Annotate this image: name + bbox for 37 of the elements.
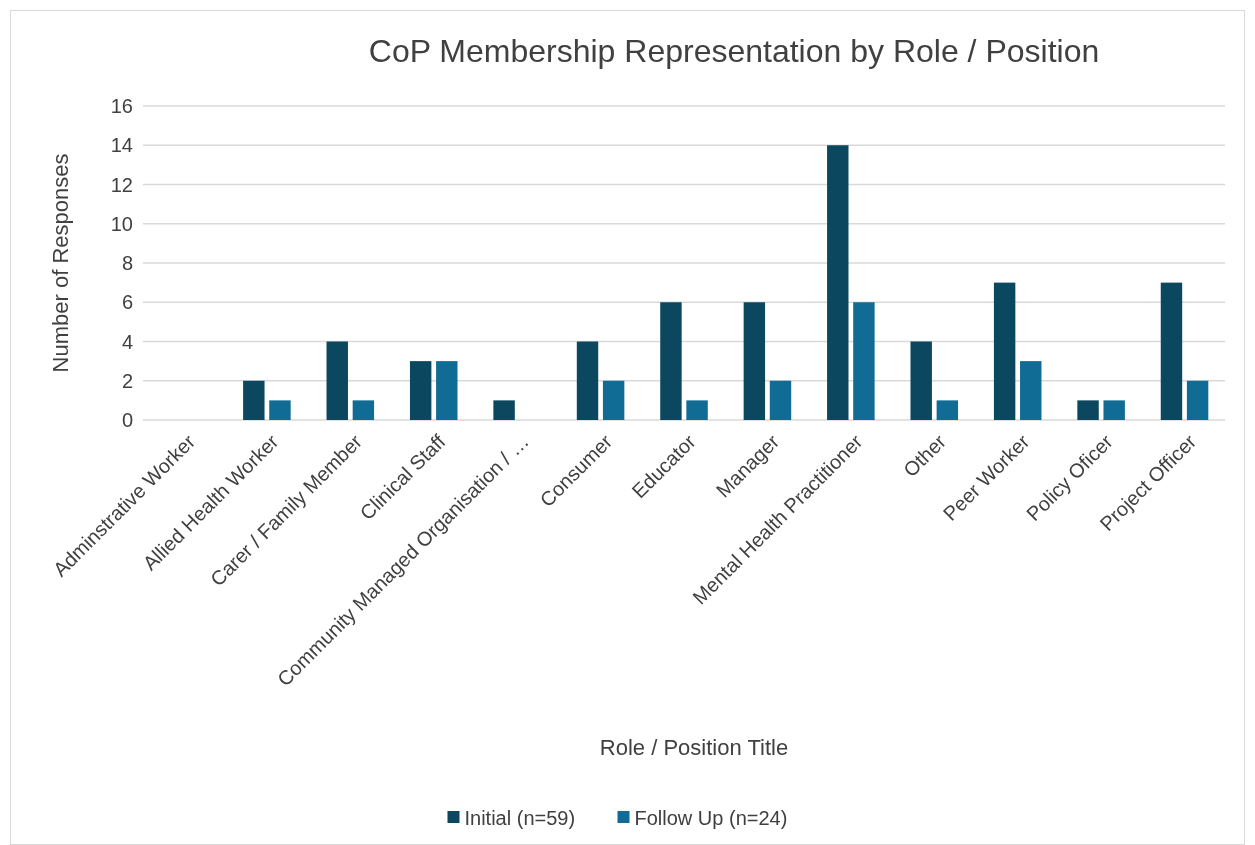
bar — [1186, 380, 1209, 420]
y-tick-label: 4 — [121, 330, 133, 353]
bar — [352, 400, 375, 420]
y-tick-label: 10 — [110, 212, 133, 235]
y-tick-label: 8 — [121, 252, 133, 274]
bar — [910, 341, 932, 420]
bar — [493, 400, 515, 420]
chart-title: CoP Membership Representation by Role / Position — [368, 33, 1100, 69]
bar — [269, 400, 291, 420]
bar — [936, 400, 959, 420]
legend-label: Follow Up (n=24) — [634, 807, 788, 829]
bar — [1020, 361, 1042, 420]
bar — [769, 380, 792, 420]
bar — [660, 302, 682, 420]
y-axis-title: Number of Responses — [48, 153, 73, 373]
bar — [243, 380, 265, 420]
y-tick-label: 12 — [110, 173, 133, 196]
x-axis-title: Role / Position Title — [599, 735, 789, 760]
y-tick-label: 6 — [121, 291, 133, 314]
bar — [436, 361, 458, 420]
y-tick-label: 0 — [121, 409, 133, 431]
bar — [326, 341, 348, 420]
bar — [993, 282, 1016, 420]
bar — [1160, 282, 1183, 420]
bar — [743, 302, 766, 420]
bar — [686, 400, 708, 420]
bar — [827, 145, 849, 420]
y-tick-label: 16 — [110, 95, 133, 117]
bar — [409, 361, 432, 420]
bar — [602, 380, 625, 420]
bar — [576, 341, 599, 420]
y-tick-label: 2 — [121, 369, 133, 392]
y-tick-label: 14 — [110, 134, 133, 157]
bar — [1103, 400, 1125, 420]
bar — [1077, 400, 1099, 420]
bar — [853, 302, 875, 420]
legend-label: Initial (n=59) — [464, 807, 576, 829]
